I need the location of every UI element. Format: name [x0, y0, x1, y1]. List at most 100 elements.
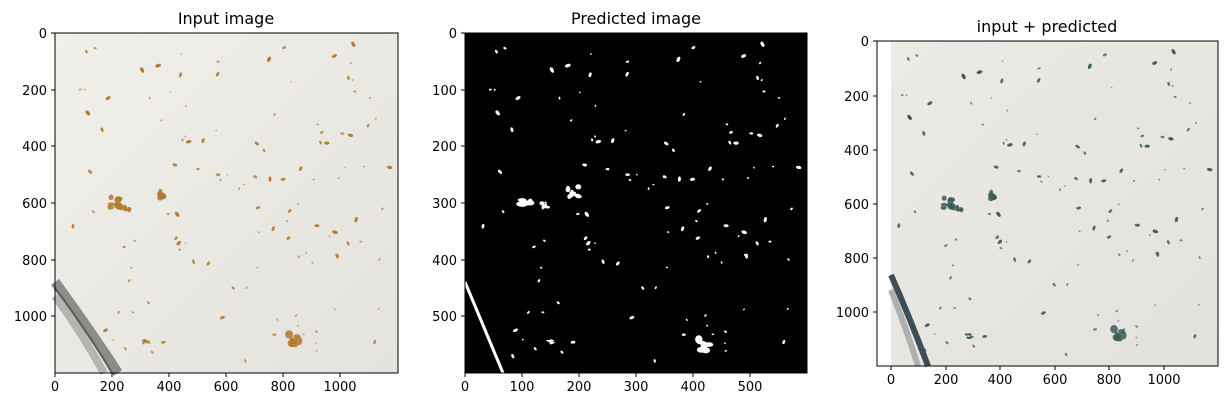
particle-mark: [593, 135, 597, 138]
cluster-blob: [544, 205, 550, 208]
particle-mark: [786, 307, 789, 311]
cluster-mark: [546, 339, 555, 345]
cluster-blob: [697, 340, 703, 345]
cluster-blob: [107, 202, 115, 206]
particle-mark: [271, 226, 275, 232]
particle-mark: [677, 176, 681, 182]
particle-mark: [1186, 127, 1190, 132]
particle-mark: [100, 127, 104, 133]
particle-mark: [311, 261, 314, 264]
y-tick: 400: [432, 254, 465, 269]
y-tick-label: 800: [844, 252, 869, 267]
particle-mark: [226, 173, 229, 176]
particle-mark: [351, 79, 354, 82]
y-tick: 200: [844, 90, 877, 105]
cluster-blob: [565, 186, 571, 193]
particle-mark: [933, 333, 936, 335]
panel-input-image: Input image 0 200 400 600 800 1000 0 200…: [14, 9, 399, 395]
particle-mark: [314, 342, 317, 345]
particle-mark: [990, 97, 993, 99]
particle-mark: [1040, 180, 1043, 183]
particle-mark: [906, 57, 910, 61]
particle-mark: [1007, 143, 1013, 147]
particle-mark: [760, 41, 765, 47]
particle-mark: [1077, 264, 1080, 266]
cluster-blob: [115, 196, 123, 202]
particle-mark: [1022, 141, 1026, 147]
panel-predicted-image: Predicted image 0 100 200 300 400 500 0 …: [432, 9, 808, 395]
particle-mark: [386, 165, 393, 170]
particle-mark: [1005, 138, 1008, 141]
x-tick: 800: [271, 373, 295, 395]
particle-mark: [510, 127, 514, 133]
x-tick: 1000: [323, 373, 357, 395]
particle-mark: [1092, 225, 1096, 231]
cluster-blob: [1110, 325, 1118, 334]
y-tick: 400: [844, 144, 877, 159]
cluster-blob: [289, 339, 297, 346]
particle-mark: [961, 73, 966, 80]
particle-mark: [711, 333, 715, 336]
cluster-blob: [143, 339, 146, 342]
panel-title: Predicted image: [571, 9, 701, 28]
x-tick-label: 800: [1097, 373, 1122, 388]
particle-mark: [354, 216, 358, 223]
particle-mark: [996, 211, 1001, 217]
particle-mark: [1195, 121, 1197, 125]
cluster-blob: [539, 201, 545, 206]
particle-mark: [723, 342, 727, 345]
image-content: [891, 41, 1218, 366]
particle-mark: [340, 132, 345, 135]
particle-mark: [756, 75, 759, 80]
y-axis: 0 200 400 600 800 1000: [14, 27, 55, 325]
x-tick: 600: [1043, 366, 1067, 388]
particle-mark: [493, 88, 496, 91]
particle-mark: [334, 253, 337, 256]
particle-mark: [772, 165, 775, 168]
x-tick-label: 200: [100, 380, 125, 395]
particle-mark: [570, 340, 576, 344]
particle-mark: [897, 223, 901, 228]
particle-mark: [1154, 252, 1157, 255]
y-axis: 0 200 400 600 800 1000: [836, 35, 877, 321]
particle-mark: [981, 123, 985, 126]
y-tick-label: 200: [22, 84, 47, 99]
cluster-mark: [141, 338, 151, 345]
particle-mark: [533, 347, 537, 351]
cluster-blob: [947, 197, 956, 203]
panel-title: Input image: [178, 9, 274, 28]
cluster-blob: [573, 193, 581, 197]
cluster-blob: [108, 194, 114, 201]
particle-mark: [481, 224, 485, 229]
particle-mark: [1036, 175, 1042, 178]
particle-mark: [944, 244, 948, 247]
particle-mark: [297, 255, 300, 259]
particle-mark: [1006, 109, 1008, 112]
particle-mark: [93, 46, 97, 50]
cluster-mark: [285, 330, 303, 348]
particle-mark: [1001, 60, 1004, 63]
particle-mark: [583, 236, 588, 241]
cluster-blob: [541, 205, 544, 210]
particle-mark: [699, 81, 702, 83]
y-tick-label: 200: [844, 90, 869, 105]
y-tick: 1000: [14, 310, 55, 325]
particle-mark: [255, 206, 261, 210]
particle-mark: [756, 133, 763, 138]
x-tick: 400: [157, 373, 181, 395]
particle-mark: [777, 97, 781, 99]
particle-mark: [654, 286, 657, 290]
particle-mark: [594, 242, 596, 245]
y-tick-label: 800: [22, 254, 47, 269]
particle-mark: [695, 236, 700, 240]
particle-mark: [1101, 179, 1107, 183]
particle-mark: [775, 123, 779, 128]
y-tick-label: 300: [432, 197, 457, 212]
cluster-blob: [146, 341, 151, 344]
cluster-blob: [957, 208, 960, 212]
particle-mark: [1093, 117, 1097, 121]
particle-mark: [768, 240, 772, 243]
particle-mark: [377, 307, 380, 311]
particle-mark: [286, 236, 291, 240]
particle-mark: [335, 253, 339, 259]
